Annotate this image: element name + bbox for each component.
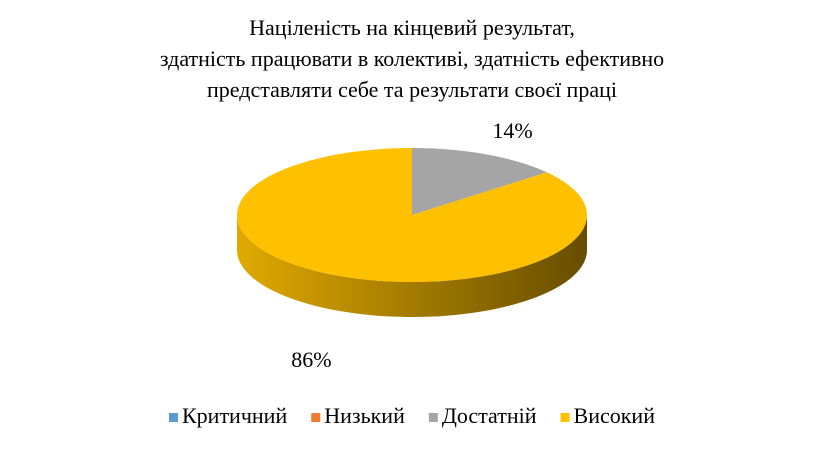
chart-title: Націленість на кінцевий результат, xyxy=(249,15,575,40)
legend-label: Критичний xyxy=(182,403,287,428)
slice-shade xyxy=(237,215,587,317)
legend-label: Низький xyxy=(324,403,405,428)
legend-marker xyxy=(428,413,438,422)
slice xyxy=(412,148,547,215)
data-label: 86% xyxy=(291,347,331,372)
legend-marker xyxy=(311,413,321,422)
legend-marker xyxy=(560,413,570,422)
data-label: 14% xyxy=(492,118,532,143)
legend-label: Достатній xyxy=(442,403,537,428)
legend-label: Високий xyxy=(574,403,656,428)
chart-title: здатність працювати в колективі, здатніс… xyxy=(160,46,664,71)
slice xyxy=(237,148,588,282)
legend-marker xyxy=(169,413,179,422)
chart-title: представляти себе та результати своєї пр… xyxy=(207,77,617,102)
